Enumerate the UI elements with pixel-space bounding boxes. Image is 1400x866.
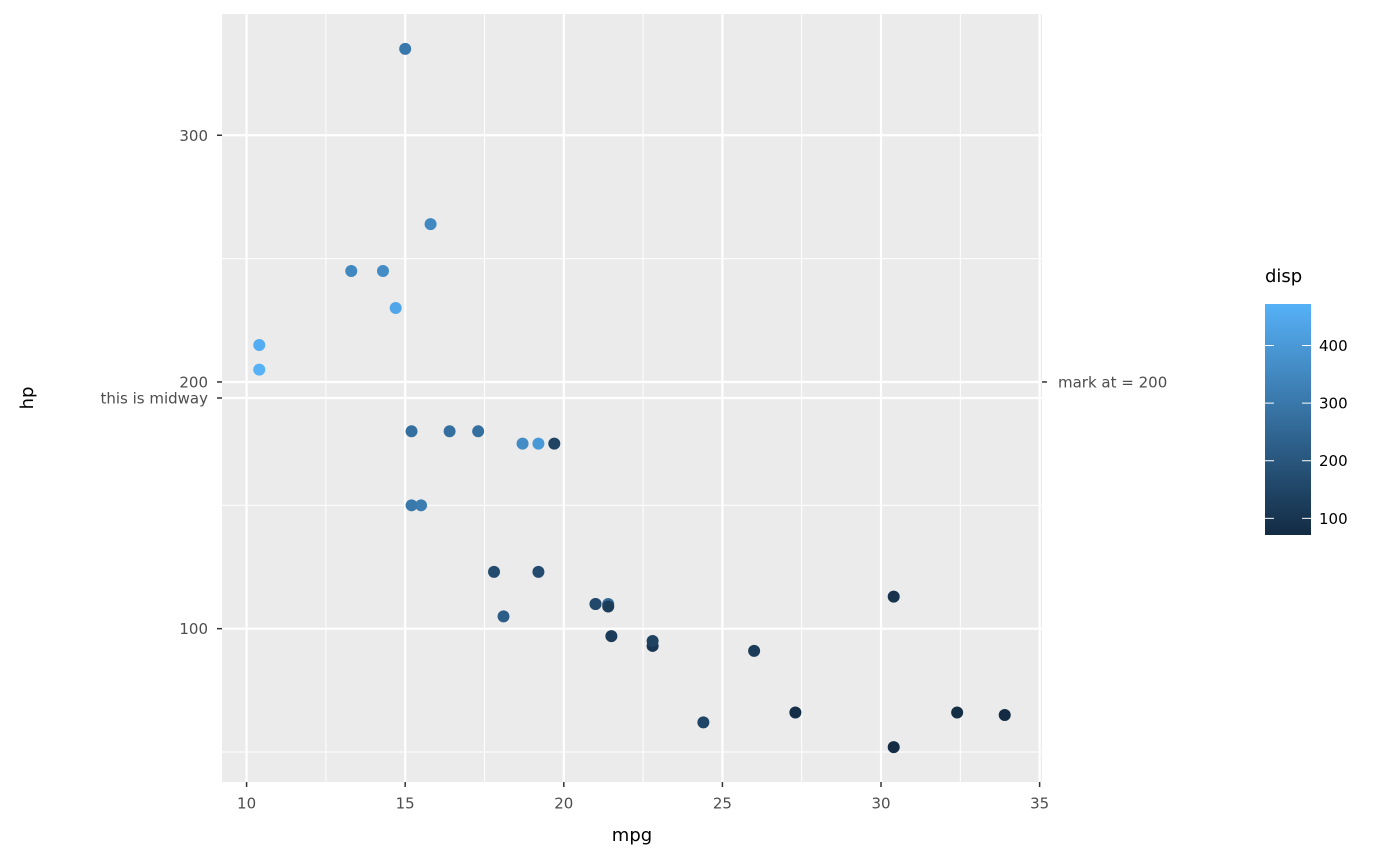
point bbox=[389, 301, 402, 314]
legend-tick-label: 100 bbox=[1319, 510, 1348, 528]
point bbox=[497, 610, 510, 623]
legend-tick-label: 200 bbox=[1319, 452, 1348, 470]
y2-tick-label: mark at = 200 bbox=[1058, 373, 1167, 391]
point bbox=[488, 565, 501, 578]
grid bbox=[222, 14, 1042, 782]
y-tick-label: 200 bbox=[179, 373, 208, 391]
point bbox=[646, 635, 659, 648]
point bbox=[415, 499, 428, 512]
x-tick-label: 20 bbox=[554, 795, 573, 813]
x-tick-label: 35 bbox=[1030, 795, 1049, 813]
point bbox=[443, 425, 456, 438]
y-tick-label: this is midway bbox=[100, 390, 208, 408]
point bbox=[887, 590, 900, 603]
x-tick-label: 25 bbox=[713, 795, 732, 813]
point bbox=[697, 716, 710, 729]
point bbox=[589, 598, 602, 611]
point bbox=[405, 425, 418, 438]
legend-tick-label: 400 bbox=[1319, 337, 1348, 355]
point bbox=[472, 425, 485, 438]
point bbox=[532, 437, 545, 450]
point bbox=[399, 42, 412, 55]
point bbox=[748, 644, 761, 657]
point bbox=[405, 499, 418, 512]
x-axis-title: mpg bbox=[612, 825, 652, 846]
point bbox=[605, 630, 618, 643]
x-tick-label: 30 bbox=[871, 795, 890, 813]
point bbox=[951, 706, 964, 719]
legend-tick-label: 300 bbox=[1319, 395, 1348, 413]
point bbox=[602, 600, 615, 613]
point bbox=[376, 264, 389, 277]
x-tick-label: 10 bbox=[237, 795, 256, 813]
legend-title: disp bbox=[1265, 266, 1302, 287]
points bbox=[253, 42, 1011, 754]
point bbox=[789, 706, 802, 719]
point bbox=[998, 709, 1011, 722]
point bbox=[887, 741, 900, 754]
y-axis-title: hp bbox=[17, 387, 38, 410]
point bbox=[548, 437, 561, 450]
y-tick-label: 100 bbox=[179, 620, 208, 638]
point bbox=[532, 565, 545, 578]
x-tick-label: 15 bbox=[396, 795, 415, 813]
point bbox=[424, 218, 437, 231]
colorbar bbox=[1265, 304, 1311, 535]
y-tick-label: 300 bbox=[179, 127, 208, 145]
point bbox=[345, 264, 358, 277]
point bbox=[253, 338, 266, 351]
point bbox=[253, 363, 266, 376]
point bbox=[516, 437, 529, 450]
